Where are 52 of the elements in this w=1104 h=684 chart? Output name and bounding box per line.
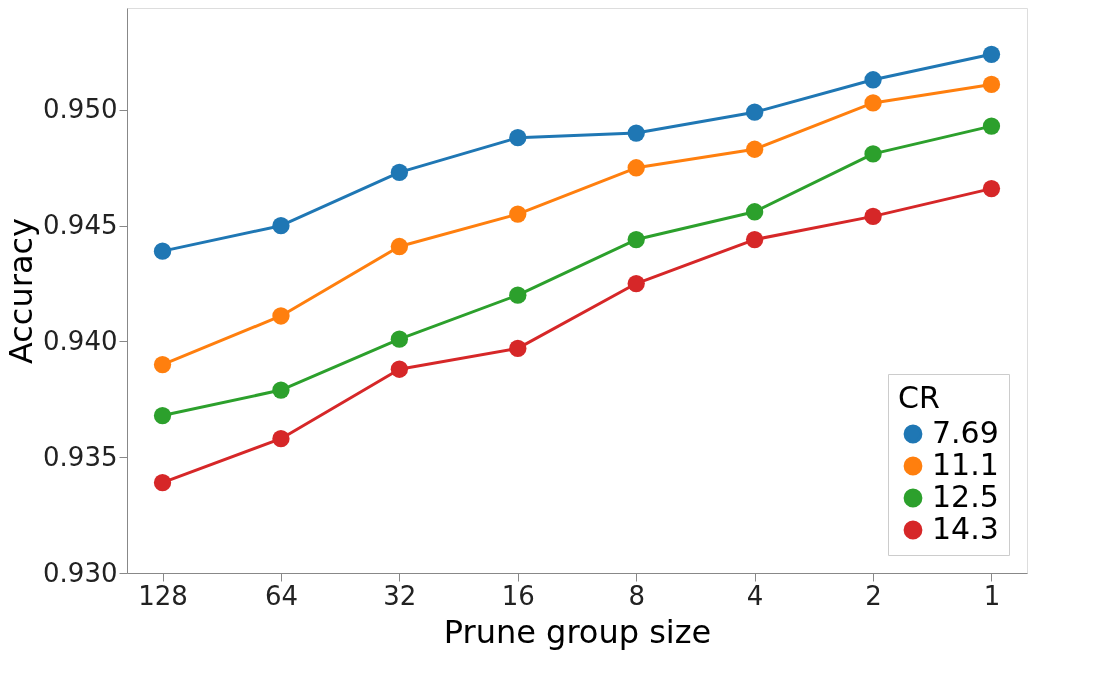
point [982,179,1001,198]
point [509,339,527,358]
legend-label: 7.69 [932,415,999,450]
x-tick-label: 8 [628,580,645,611]
y-tick-label: 0.940 [43,325,118,356]
point [272,430,290,448]
legend-title: CR [898,380,940,415]
point [509,129,527,147]
point [272,381,290,399]
y-tick-label: 0.950 [43,94,118,125]
legend-label: 11.1 [932,447,999,482]
point [627,124,645,142]
legend-label: 12.5 [932,479,999,514]
x-tick-label: 2 [865,580,882,611]
point [153,355,172,374]
point [745,203,764,221]
x-tick-label: 1 [983,580,1001,611]
point [745,103,764,121]
point [153,474,172,492]
point [153,242,172,260]
point [982,75,1001,94]
x-axis-title: Prune group size [443,612,712,651]
point [627,159,645,177]
point [272,307,290,325]
y-tick-label: 0.930 [43,557,118,588]
point [627,230,645,249]
y-axis-title: Accuracy [2,217,41,365]
point [745,140,764,158]
x-tick-label: 64 [264,580,298,611]
point [272,217,290,235]
point [390,163,409,182]
point [864,145,882,163]
point [864,94,882,112]
y-tick-label: 0.945 [43,210,118,241]
point [864,207,882,226]
point [982,117,1001,135]
x-tick-label: 32 [383,580,417,611]
point [509,205,527,223]
point [745,230,764,249]
point [982,45,1001,63]
x-tick-label: 16 [501,580,535,611]
point [627,274,645,293]
point [153,406,172,425]
point [390,237,409,256]
x-tick-label: 128 [138,580,188,611]
point [864,71,882,89]
point [390,360,409,378]
y-tick-label: 0.935 [43,441,118,472]
legend-label: 14.3 [932,511,999,546]
point [509,286,527,304]
x-tick-label: 4 [746,580,764,611]
point [390,330,409,348]
